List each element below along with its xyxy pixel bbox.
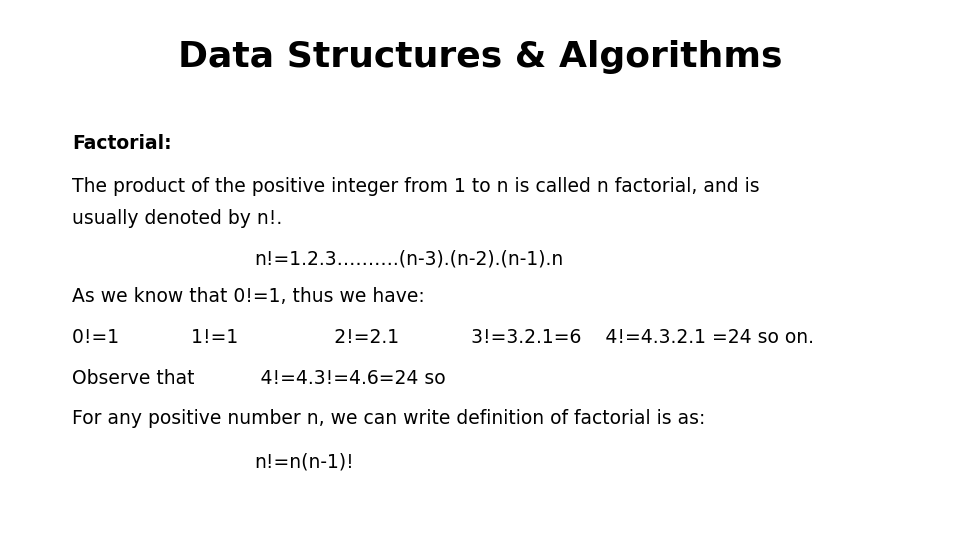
Text: usually denoted by n!.: usually denoted by n!. <box>72 209 282 228</box>
Text: Observe that           4!=4.3!=4.6=24 so: Observe that 4!=4.3!=4.6=24 so <box>72 368 445 388</box>
Text: Factorial:: Factorial: <box>72 133 172 153</box>
Text: n!=n(n-1)!: n!=n(n-1)! <box>254 452 354 471</box>
Text: As we know that 0!=1, thus we have:: As we know that 0!=1, thus we have: <box>72 287 424 307</box>
Text: The product of the positive integer from 1 to n is called n factorial, and is: The product of the positive integer from… <box>72 177 759 196</box>
Text: For any positive number n, we can write definition of factorial is as:: For any positive number n, we can write … <box>72 409 706 428</box>
Text: n!=1.2.3……….(n-3).(n-2).(n-1).n: n!=1.2.3……….(n-3).(n-2).(n-1).n <box>254 249 564 269</box>
Text: 0!=1            1!=1                2!=2.1            3!=3.2.1=6    4!=4.3.2.1 =: 0!=1 1!=1 2!=2.1 3!=3.2.1=6 4!=4.3.2.1 = <box>72 328 814 347</box>
Text: Data Structures & Algorithms: Data Structures & Algorithms <box>178 40 782 73</box>
